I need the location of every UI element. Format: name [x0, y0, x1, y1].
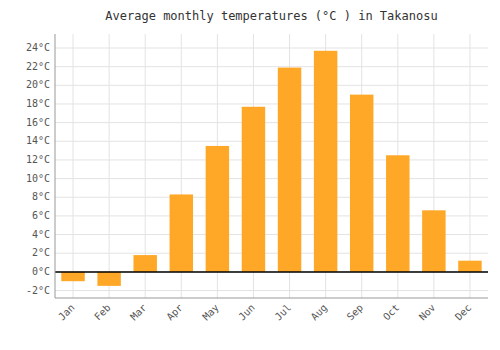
y-tick-label: -2°C: [26, 285, 50, 296]
bar: [170, 194, 193, 271]
bar: [314, 51, 337, 272]
chart-svg: -2°C 0°C 2°C 4°C 6°C 8°C 10°C 12°C 14°C 16°C 18°C 2…: [0, 0, 500, 350]
y-grid-line: [55, 85, 488, 86]
title: Average monthly temperatures (°C ) in Ta…: [105, 9, 437, 23]
x-tick-label: May: [200, 302, 221, 323]
x-tick-label: Aug: [309, 302, 330, 323]
x-grid-line: [73, 34, 74, 298]
y-grid-line: [55, 47, 488, 48]
y-grid-line: [55, 66, 488, 67]
bar: [206, 146, 229, 272]
y-grid-line: [55, 178, 488, 179]
y-grid-line: [55, 141, 488, 142]
y-grid-line: [55, 122, 488, 123]
y-tick-label: 8°C: [32, 191, 50, 202]
y-tick-label: 12°C: [26, 154, 50, 165]
y-tick-label: 6°C: [32, 210, 50, 221]
bars: [61, 51, 481, 286]
y-grid-line: [55, 103, 488, 104]
x-grid-line: [109, 34, 110, 298]
y-tick-label: 24°C: [26, 42, 50, 53]
bar: [97, 272, 120, 286]
y-tick-label: 22°C: [26, 61, 50, 72]
zero-line: [55, 271, 488, 273]
y-grid-line: [55, 159, 488, 160]
y-tick-label: 10°C: [26, 173, 50, 184]
x-tick-label: Jun: [236, 302, 257, 323]
x-tick-label: Sep: [345, 302, 366, 323]
y-grid-line: [55, 271, 488, 272]
y-axis-line: [55, 34, 56, 298]
x-tick-label: Nov: [417, 302, 438, 323]
y-tick-label: 16°C: [26, 117, 50, 128]
bar: [350, 95, 373, 272]
x-tick-label: Oct: [381, 302, 402, 323]
bar: [133, 255, 156, 272]
x-tick-label: Mar: [128, 302, 149, 323]
y-tick-label: 14°C: [26, 135, 50, 146]
y-tick-label: 18°C: [26, 98, 50, 109]
y-tick-label: 4°C: [32, 229, 50, 240]
x-tick-label: Dec: [453, 302, 474, 323]
bar: [278, 68, 301, 272]
x-tick-label: Jan: [56, 302, 77, 323]
x-tick-label: Jul: [273, 302, 294, 323]
y-tick-label: 20°C: [26, 79, 50, 90]
x-tick-labels: Jan Feb Mar Apr May Jun Jul Aug Sep Oct Nov Dec: [56, 302, 473, 323]
bar: [61, 272, 84, 281]
y-grid-line: [55, 197, 488, 198]
x-tick-label: Feb: [92, 302, 113, 323]
x-grid-line: [469, 34, 470, 298]
chart-container: -2°C 0°C 2°C 4°C 6°C 8°C 10°C 12°C 14°C 16°C 18°C 2…: [0, 0, 500, 350]
y-tick-label: 2°C: [32, 247, 50, 258]
x-tick-label: Apr: [164, 302, 185, 323]
y-tick-label: 0°C: [32, 266, 50, 277]
y-tick-labels: -2°C 0°C 2°C 4°C 6°C 8°C 10°C 12°C 14°C 16°C 18°C 2…: [26, 42, 50, 296]
y-grid-line: [55, 290, 488, 291]
bar: [458, 261, 481, 272]
x-axis-line: [55, 298, 488, 299]
grid: [55, 34, 488, 298]
bar: [386, 155, 409, 272]
bar: [422, 210, 445, 272]
bar: [242, 107, 265, 272]
